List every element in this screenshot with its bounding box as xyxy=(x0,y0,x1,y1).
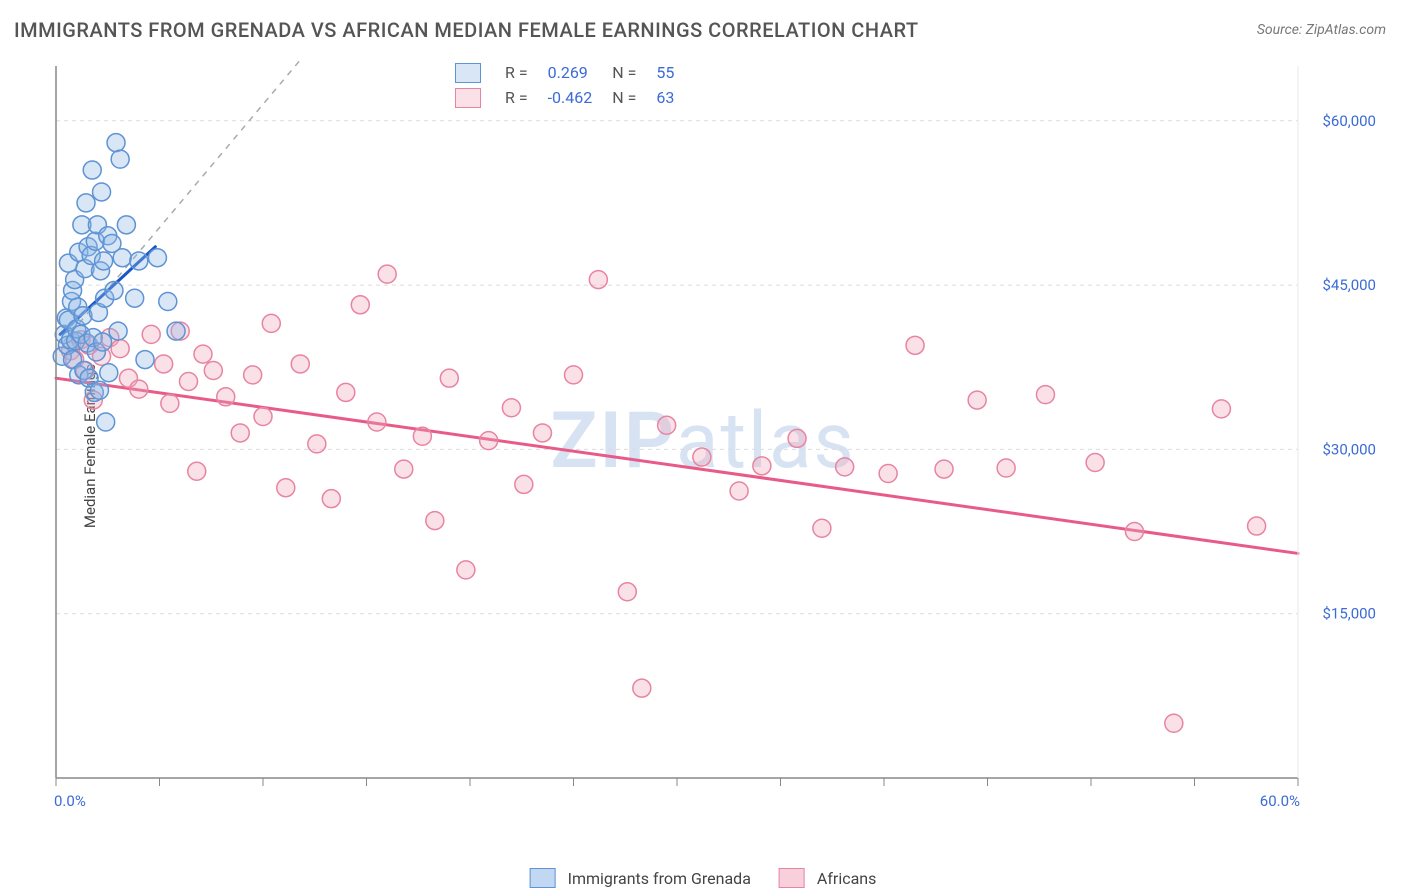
legend-row: R =0.269N =55 xyxy=(445,60,684,85)
chart-title: IMMIGRANTS FROM GRENADA VS AFRICAN MEDIA… xyxy=(14,18,919,42)
svg-text:$45,000: $45,000 xyxy=(1322,276,1376,294)
svg-text:$15,000: $15,000 xyxy=(1322,605,1376,623)
correlation-legend: R =0.269N =55R =-0.462N =63 xyxy=(445,60,684,110)
legend-swatch xyxy=(779,868,805,888)
svg-text:60.0%: 60.0% xyxy=(1260,792,1300,810)
legend-label: Immigrants from Grenada xyxy=(568,869,751,888)
plot-area: $15,000 $30,000 $45,000 $60,000 0.0% 60.0% xyxy=(48,58,1388,828)
svg-text:$30,000: $30,000 xyxy=(1322,440,1376,458)
legend-label: Africans xyxy=(817,869,876,888)
series-legend: Immigrants from Grenada Africans xyxy=(530,868,877,888)
legend-swatch xyxy=(455,63,481,83)
legend-row: R =-0.462N =63 xyxy=(445,85,684,110)
svg-text:$60,000: $60,000 xyxy=(1322,112,1376,130)
legend-item: Africans xyxy=(779,868,876,888)
legend-swatch xyxy=(530,868,556,888)
source-label: Source: ZipAtlas.com xyxy=(1257,22,1386,38)
svg-text:0.0%: 0.0% xyxy=(54,792,86,810)
scatter-chart: $15,000 $30,000 $45,000 $60,000 0.0% 60.0% xyxy=(48,58,1388,828)
legend-item: Immigrants from Grenada xyxy=(530,868,751,888)
legend-swatch xyxy=(455,88,481,108)
